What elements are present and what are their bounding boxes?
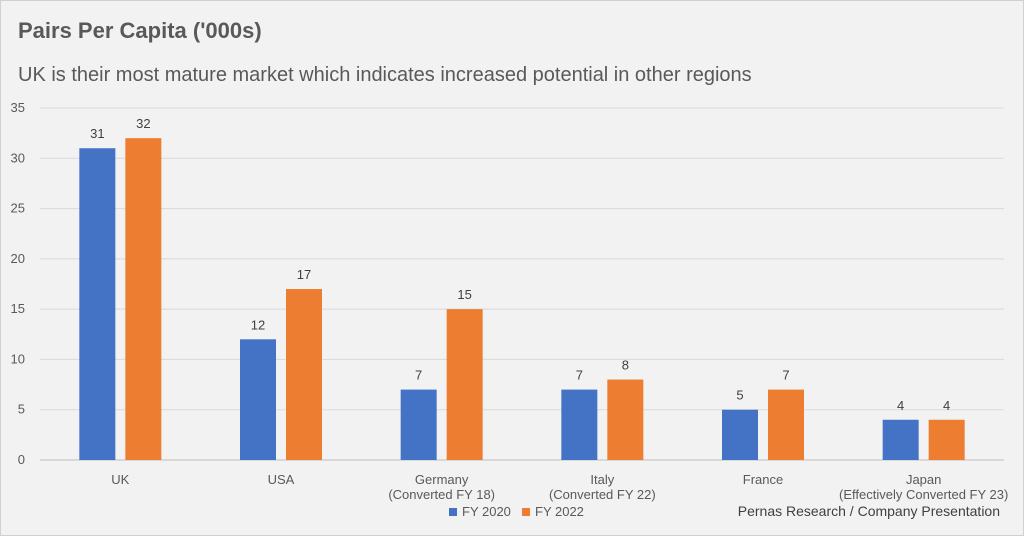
legend-label-fy2020: FY 2020: [462, 504, 511, 519]
bar-fy2022: [286, 289, 322, 460]
bar-fy2022: [125, 138, 162, 460]
data-label: 4: [897, 398, 904, 413]
y-tick-label: 15: [11, 301, 25, 316]
data-label: 32: [136, 116, 150, 131]
y-tick-label: 20: [11, 251, 25, 266]
legend-item-fy2022: FY 2022: [522, 504, 584, 519]
data-label: 12: [251, 317, 265, 332]
bar-fy2020: [561, 389, 598, 460]
y-tick-label: 30: [11, 150, 25, 165]
data-label: 7: [415, 368, 422, 383]
data-label: 15: [457, 287, 471, 302]
data-label: 7: [576, 368, 583, 383]
chart-title: Pairs Per Capita ('000s): [18, 18, 262, 43]
data-label: 5: [736, 388, 743, 403]
x-category-label: France: [743, 472, 783, 487]
x-category-label: (Converted FY 18): [388, 487, 495, 502]
data-label: 8: [622, 358, 629, 373]
y-tick-label: 10: [11, 351, 25, 366]
x-category-label: Germany: [415, 472, 469, 487]
bar-fy2022: [446, 309, 483, 460]
bar-fy2020: [400, 389, 437, 460]
x-category-label: UK: [111, 472, 129, 487]
data-label: 31: [90, 126, 104, 141]
x-category-label: Japan: [906, 472, 941, 487]
bar-fy2022: [607, 379, 644, 460]
y-tick-label: 0: [18, 452, 25, 467]
x-category-label: (Converted FY 22): [549, 487, 656, 502]
bar-fy2022: [928, 419, 965, 460]
bar-fy2020: [79, 148, 116, 460]
bar-fy2020: [882, 419, 919, 460]
data-label: 7: [782, 368, 789, 383]
x-category-label: Italy: [590, 472, 614, 487]
source-note: Pernas Research / Company Presentation: [737, 503, 1000, 519]
legend-label-fy2022: FY 2022: [535, 504, 584, 519]
y-tick-label: 5: [18, 402, 25, 417]
chart-subtitle: UK is their most mature market which ind…: [18, 64, 752, 86]
y-tick-label: 25: [11, 201, 25, 216]
bar-fy2020: [240, 339, 276, 460]
legend-swatch-fy2020: [449, 507, 457, 516]
y-tick-label: 35: [11, 100, 25, 115]
legend-item-fy2020: FY 2020: [449, 504, 511, 519]
data-label: 17: [297, 267, 311, 282]
data-label: 4: [943, 398, 950, 413]
bar-fy2020: [722, 409, 758, 460]
legend: FY 2020 FY 2022: [0, 504, 1024, 520]
legend-swatch-fy2022: [522, 507, 530, 516]
x-category-label: (Effectively Converted FY 23): [839, 487, 1008, 502]
x-category-label: USA: [268, 472, 295, 487]
bar-fy2022: [768, 389, 804, 460]
